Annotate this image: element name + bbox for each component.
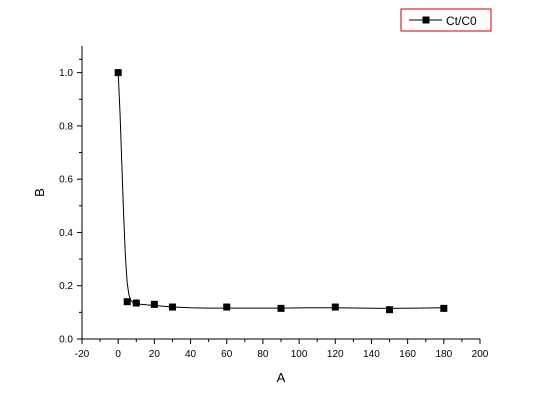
y-tick: 0.0 — [59, 335, 82, 346]
x-tick: 160 — [399, 339, 416, 360]
x-tick: 100 — [291, 339, 308, 360]
axes: -20 0 20 40 60 80 100 120 140 160 180 200 0.0 0.2 0.4… — [59, 46, 489, 360]
x-tick: 140 — [363, 339, 380, 360]
y-ticks: 0.0 0.2 0.4 0.6 0.8 1.0 — [59, 58, 82, 346]
data-point — [386, 306, 394, 314]
data-point — [277, 304, 285, 312]
x-tick-label: 120 — [327, 349, 344, 360]
y-tick-label: 0.2 — [59, 281, 73, 292]
x-tick-label: 180 — [435, 349, 452, 360]
x-tick: 200 — [472, 339, 489, 360]
fit-curve — [117, 72, 444, 309]
data-points — [114, 69, 448, 314]
y-tick: 0.6 — [59, 175, 82, 186]
y-tick: 0.4 — [59, 228, 82, 239]
data-point — [440, 304, 448, 312]
data-point — [114, 69, 122, 77]
x-tick-label: 20 — [149, 349, 161, 360]
y-tick-label: 0.4 — [59, 228, 73, 239]
y-tick-label: 1.0 — [59, 68, 73, 79]
x-tick-label: 60 — [221, 349, 233, 360]
x-tick: 120 — [327, 339, 344, 360]
x-tick-label: -20 — [75, 349, 90, 360]
x-tick: 80 — [257, 339, 269, 360]
legend-marker — [422, 16, 430, 24]
x-tick: 60 — [221, 339, 233, 360]
legend-box — [400, 8, 492, 32]
x-ticks: -20 0 20 40 60 80 100 120 140 160 180 200 — [75, 339, 489, 360]
x-tick-label: 40 — [185, 349, 197, 360]
data-point — [132, 299, 140, 307]
data-point — [150, 300, 158, 308]
x-tick-label: 0 — [115, 349, 121, 360]
y-axis-title: B — [32, 188, 47, 197]
x-tick-label: 200 — [472, 349, 489, 360]
x-tick: 180 — [435, 339, 453, 360]
x-axis-title: A — [277, 370, 286, 385]
y-tick: 0.2 — [59, 281, 82, 292]
y-tick-label: 0.0 — [59, 335, 73, 346]
x-tick: 0 — [115, 339, 121, 360]
legend-label: Ct/C0 — [446, 14, 477, 28]
y-tick: 1.0 — [59, 68, 82, 79]
data-point — [223, 303, 231, 311]
x-tick-label: 140 — [363, 349, 380, 360]
data-point — [123, 298, 131, 306]
y-tick: 0.8 — [59, 121, 82, 132]
x-tick: 20 — [149, 339, 161, 360]
legend: Ct/C0 — [400, 8, 492, 32]
y-tick-label: 0.8 — [59, 121, 73, 132]
data-point — [331, 303, 339, 311]
x-tick-label: 160 — [399, 349, 416, 360]
x-tick-label: 80 — [257, 349, 269, 360]
y-tick-label: 0.6 — [59, 175, 73, 186]
x-tick-label: 100 — [291, 349, 308, 360]
x-tick: -20 — [75, 339, 90, 360]
data-point — [168, 303, 176, 311]
x-tick: 40 — [185, 339, 197, 360]
